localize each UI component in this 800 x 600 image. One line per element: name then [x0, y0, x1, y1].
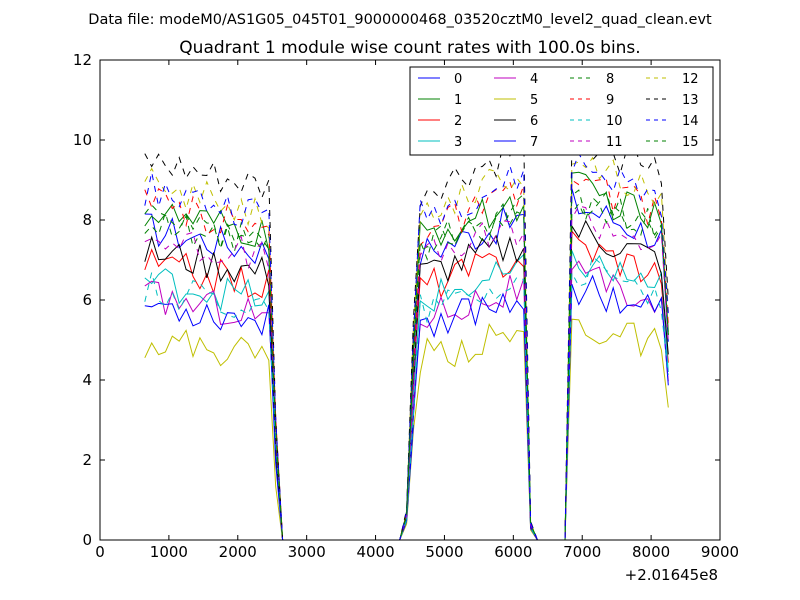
y-tick-label: 4	[82, 371, 92, 389]
legend-label: 4	[530, 72, 538, 87]
x-tick-label: 6000	[494, 543, 532, 561]
x-offset-label: +2.01645e8	[625, 566, 718, 584]
legend-frame	[409, 66, 714, 156]
x-tick-label: 7000	[563, 543, 601, 561]
legend-label: 2	[454, 114, 462, 129]
y-tick-labels: 0 2 4 6 8 10 12	[73, 51, 92, 549]
x-tick-label: 8000	[632, 543, 670, 561]
x-tick-label: 5000	[425, 543, 463, 561]
legend-label: 11	[606, 135, 623, 150]
y-tick-label: 2	[82, 451, 92, 469]
legend-label: 5	[530, 93, 538, 108]
y-tick-label: 10	[73, 131, 92, 149]
x-tick-label: 2000	[219, 543, 257, 561]
legend-label: 0	[454, 72, 462, 87]
legend-label: 7	[530, 135, 538, 150]
y-tick-label: 8	[82, 211, 92, 229]
x-tick-label: 4000	[356, 543, 394, 561]
y-tick-label: 6	[82, 291, 92, 309]
x-tick-label: 0	[95, 543, 105, 561]
figure-suptitle: Data file: modeM0/AS1G05_045T01_90000004…	[88, 12, 712, 28]
chart-title: Quadrant 1 module wise count rates with …	[179, 38, 640, 58]
plot-frame	[99, 59, 721, 541]
series-line-12	[144, 156, 669, 540]
x-tick-label: 3000	[288, 543, 326, 561]
series-line-8	[144, 189, 669, 540]
series-line-7	[144, 274, 669, 540]
legend-label: 12	[682, 72, 699, 87]
series-line-15	[144, 196, 669, 540]
legend-label: 10	[606, 114, 623, 129]
x-tick-labels: 0 1000 2000 3000 4000 5000 6000 7000 8000 9000	[95, 543, 739, 561]
legend-label: 8	[606, 72, 614, 87]
y-tick-label: 0	[82, 531, 92, 549]
x-tick-label: 9000	[701, 543, 739, 561]
legend-label: 9	[606, 93, 614, 108]
legend-label: 1	[454, 93, 462, 108]
y-tick-label: 12	[73, 51, 92, 69]
legend-label: 14	[682, 114, 699, 129]
legend-label: 13	[682, 93, 699, 108]
x-tick-label: 1000	[150, 543, 188, 561]
legend-label: 6	[530, 114, 538, 129]
legend-label: 15	[682, 135, 699, 150]
legend-label: 3	[454, 135, 462, 150]
